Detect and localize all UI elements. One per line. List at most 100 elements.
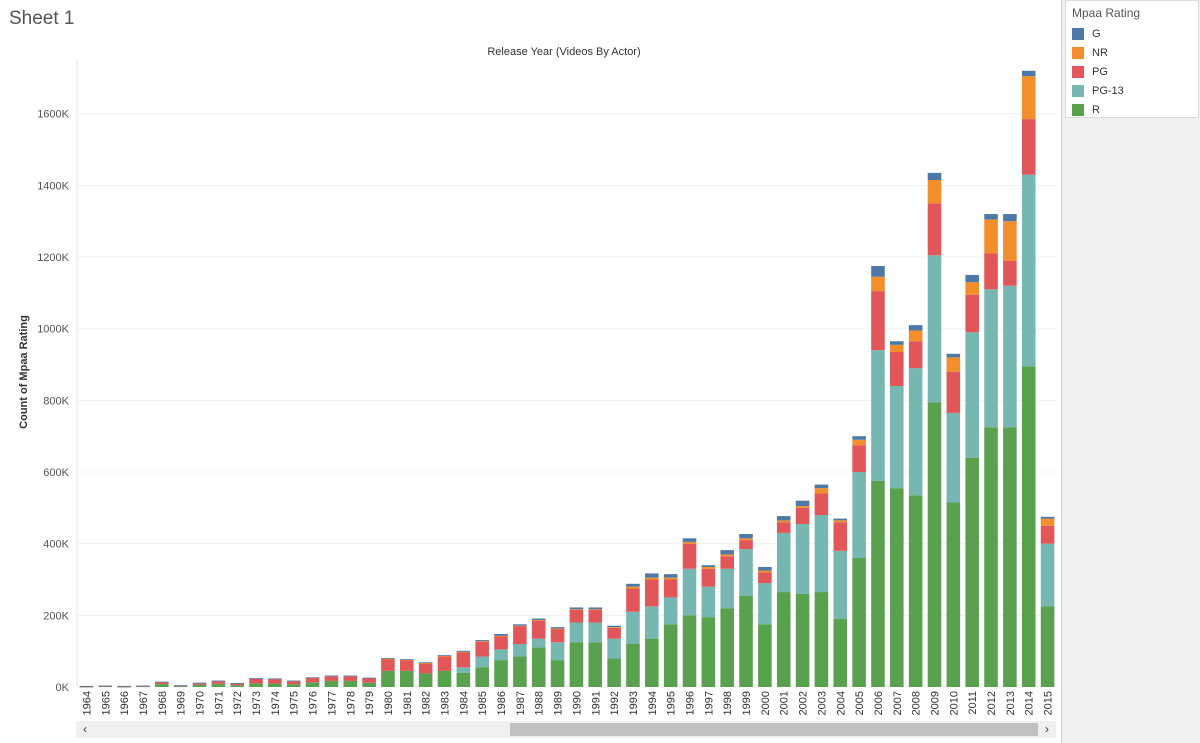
bar-1999-r[interactable] xyxy=(739,595,753,687)
bar-2006-nr[interactable] xyxy=(871,276,885,292)
bar-1979-r[interactable] xyxy=(362,682,376,687)
bar-1993-r[interactable] xyxy=(626,644,640,687)
bar-1968-g[interactable] xyxy=(155,681,169,683)
bar-1983-nr[interactable] xyxy=(437,655,452,657)
bar-1986-pg[interactable] xyxy=(494,636,508,650)
bar-1987-g[interactable] xyxy=(513,624,527,626)
bar-2007-r[interactable] xyxy=(890,488,904,687)
bar-2014-r[interactable] xyxy=(1021,366,1036,687)
scrollbar-thumb[interactable] xyxy=(510,723,1038,736)
bar-1985-nr[interactable] xyxy=(475,641,489,642)
bar-1992-pg[interactable] xyxy=(607,627,621,639)
bar-2003-pg-13[interactable] xyxy=(814,515,829,593)
bar-1981-nr[interactable] xyxy=(400,659,414,661)
bar-1986-nr[interactable] xyxy=(494,635,508,637)
bar-2001-r[interactable] xyxy=(776,592,791,687)
bar-1999-pg[interactable] xyxy=(739,540,753,550)
bar-1980-nr[interactable] xyxy=(381,658,395,660)
bar-2008-pg-13[interactable] xyxy=(908,368,923,496)
bar-1998-nr[interactable] xyxy=(720,554,734,557)
bar-1993-g[interactable] xyxy=(626,583,640,587)
bar-1982-g[interactable] xyxy=(418,662,433,664)
bar-2014-g[interactable] xyxy=(1021,70,1036,77)
bar-2005-pg-13[interactable] xyxy=(852,472,866,559)
bar-1990-g[interactable] xyxy=(569,607,584,610)
bar-2003-r[interactable] xyxy=(814,592,829,687)
bar-1994-nr[interactable] xyxy=(645,577,659,580)
bar-2010-g[interactable] xyxy=(946,353,961,358)
chevron-right-icon[interactable]: › xyxy=(1045,722,1049,736)
bar-1978-g[interactable] xyxy=(343,675,358,677)
bar-1995-r[interactable] xyxy=(663,624,678,687)
bar-1989-pg[interactable] xyxy=(550,628,565,643)
bar-1999-pg-13[interactable] xyxy=(739,549,753,596)
bar-1992-g[interactable] xyxy=(607,625,621,628)
bar-2006-pg-13[interactable] xyxy=(871,350,885,481)
bar-2008-nr[interactable] xyxy=(908,330,923,342)
bar-1995-nr[interactable] xyxy=(663,577,678,580)
bar-1970-g[interactable] xyxy=(192,682,207,684)
bar-1966-g[interactable] xyxy=(117,685,131,687)
bar-1985-r[interactable] xyxy=(475,667,489,687)
bar-1981-r[interactable] xyxy=(400,670,414,687)
bar-1984-r[interactable] xyxy=(456,672,471,687)
bar-1982-nr[interactable] xyxy=(418,662,433,664)
bar-2012-r[interactable] xyxy=(984,427,998,687)
bar-1977-pg[interactable] xyxy=(324,676,339,681)
bar-1968-r[interactable] xyxy=(155,684,169,687)
bar-1996-nr[interactable] xyxy=(682,541,697,544)
bar-2003-g[interactable] xyxy=(814,484,829,489)
bar-1988-nr[interactable] xyxy=(531,620,546,621)
bar-1973-g[interactable] xyxy=(249,678,263,679)
bar-1994-r[interactable] xyxy=(645,638,659,687)
bar-2005-r[interactable] xyxy=(852,558,866,687)
bar-2002-g[interactable] xyxy=(795,500,810,507)
bar-2002-nr[interactable] xyxy=(795,506,810,508)
bar-2010-r[interactable] xyxy=(946,502,961,687)
bar-2004-r[interactable] xyxy=(833,618,848,687)
bar-2015-nr[interactable] xyxy=(1040,518,1055,526)
bar-2015-pg-13[interactable] xyxy=(1040,543,1055,607)
bar-2012-pg[interactable] xyxy=(984,253,998,290)
bar-2015-pg[interactable] xyxy=(1040,525,1055,544)
bar-1994-pg[interactable] xyxy=(645,579,659,607)
bar-2007-g[interactable] xyxy=(890,341,904,345)
bar-2005-pg[interactable] xyxy=(852,445,866,473)
bar-1985-pg[interactable] xyxy=(475,641,489,657)
bar-1983-g[interactable] xyxy=(437,655,452,656)
bar-2005-g[interactable] xyxy=(852,436,866,440)
bar-2006-g[interactable] xyxy=(871,266,885,277)
bar-2013-pg-13[interactable] xyxy=(1003,285,1017,428)
bar-2012-pg-13[interactable] xyxy=(984,289,998,428)
bar-1974-pg[interactable] xyxy=(268,679,282,684)
bar-1982-r[interactable] xyxy=(418,673,433,687)
bar-1980-pg[interactable] xyxy=(381,659,395,671)
bar-1987-r[interactable] xyxy=(513,656,527,687)
bar-1997-pg-13[interactable] xyxy=(701,586,716,618)
bar-1989-r[interactable] xyxy=(550,660,565,687)
bar-2001-g[interactable] xyxy=(776,516,791,521)
bar-1964-g[interactable] xyxy=(79,685,94,687)
bar-2007-pg-13[interactable] xyxy=(890,386,904,489)
bar-1990-pg[interactable] xyxy=(569,609,584,623)
bar-1975-pg[interactable] xyxy=(286,681,301,685)
bar-1997-pg[interactable] xyxy=(701,568,716,587)
bar-1984-pg-13[interactable] xyxy=(456,667,471,673)
bar-2012-g[interactable] xyxy=(984,214,998,220)
bar-2013-nr[interactable] xyxy=(1003,221,1017,261)
bar-2014-nr[interactable] xyxy=(1021,76,1036,120)
bar-1972-pg[interactable] xyxy=(230,683,244,686)
bar-1991-g[interactable] xyxy=(588,607,603,610)
bar-1987-pg-13[interactable] xyxy=(513,644,527,657)
bar-1998-r[interactable] xyxy=(720,608,734,687)
bar-2015-g[interactable] xyxy=(1040,516,1055,519)
bar-1976-g[interactable] xyxy=(305,677,320,679)
bar-2009-pg[interactable] xyxy=(927,203,942,256)
bar-2001-nr[interactable] xyxy=(776,520,791,523)
bar-2007-pg[interactable] xyxy=(890,352,904,387)
bar-1969-g[interactable] xyxy=(173,685,188,687)
bar-1999-g[interactable] xyxy=(739,534,753,539)
legend-item-pg[interactable]: PG xyxy=(1072,64,1108,80)
bar-1983-r[interactable] xyxy=(437,670,452,687)
bar-2000-pg-13[interactable] xyxy=(758,583,772,625)
